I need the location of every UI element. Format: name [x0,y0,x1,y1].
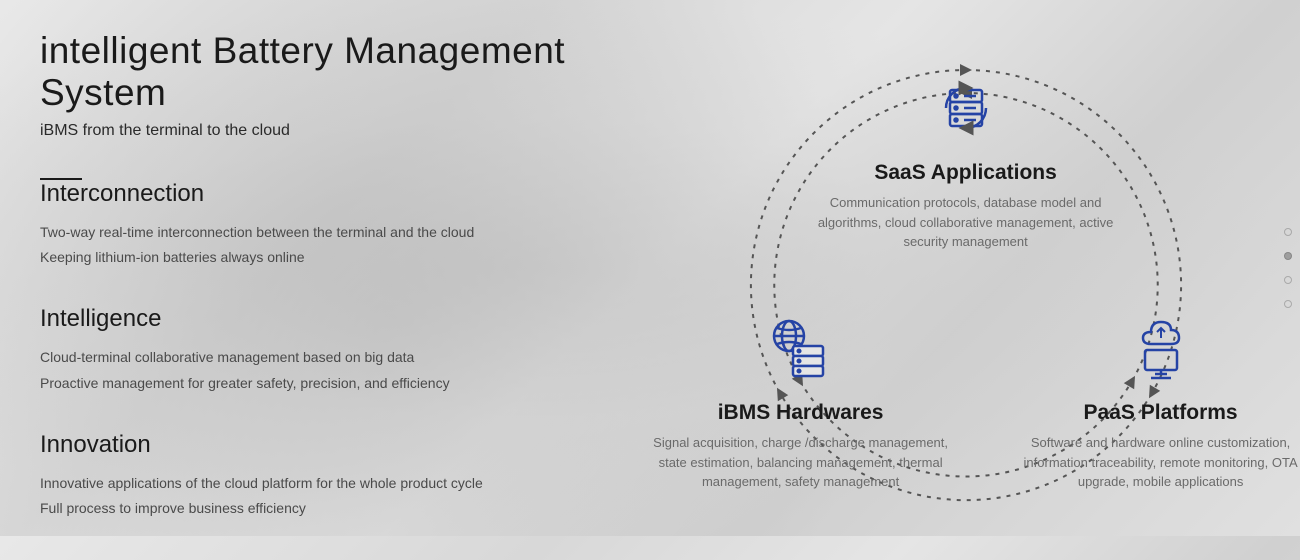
node-desc: Software and hardware online customizati… [1016,433,1300,492]
left-column: intelligent Battery Management System iB… [40,30,626,506]
section-heading: Interconnection [40,180,204,208]
globe-server-icon [763,310,839,391]
node-saas: SaaS Applications Communication protocol… [806,70,1126,252]
nav-dot[interactable] [1284,228,1292,236]
node-ibms: iBMS Hardwares Signal acquisition, charg… [651,310,951,492]
section-line: Full process to improve business efficie… [40,496,626,521]
section-heading: Intelligence [40,305,161,333]
circular-diagram: SaaS Applications Communication protocol… [666,30,1266,550]
section-line: Cloud-terminal collaborative management … [40,345,626,370]
page-title: intelligent Battery Management System [40,30,626,114]
section-innovation: Innovation Innovative applications of th… [40,431,626,521]
section-line: Proactive management for greater safety,… [40,371,626,396]
section-intelligence: Intelligence Cloud-terminal collaborativ… [40,305,626,395]
page-container: intelligent Battery Management System iB… [0,0,1300,536]
node-desc: Communication protocols, database model … [806,193,1126,252]
nav-dot[interactable] [1284,276,1292,284]
nav-dot[interactable] [1284,300,1292,308]
node-title: SaaS Applications [806,161,1126,185]
section-interconnection: Interconnection Two-way real-time interc… [40,180,626,270]
right-column: SaaS Applications Communication protocol… [626,30,1260,506]
page-subtitle: iBMS from the terminal to the cloud [40,122,626,140]
node-paas: PaaS Platforms Software and hardware onl… [1016,310,1300,492]
server-cycle-icon [928,70,1004,151]
node-desc: Signal acquisition, charge /discharge ma… [651,433,951,492]
side-pagination [1284,228,1292,308]
section-line: Two-way real-time interconnection betwee… [40,220,626,245]
nav-dot[interactable] [1284,252,1292,260]
section-line: Innovative applications of the cloud pla… [40,471,626,496]
cloud-monitor-icon [1123,310,1199,391]
section-line: Keeping lithium-ion batteries always onl… [40,245,626,270]
node-title: iBMS Hardwares [651,401,951,425]
node-title: PaaS Platforms [1016,401,1300,425]
section-heading: Innovation [40,431,151,459]
